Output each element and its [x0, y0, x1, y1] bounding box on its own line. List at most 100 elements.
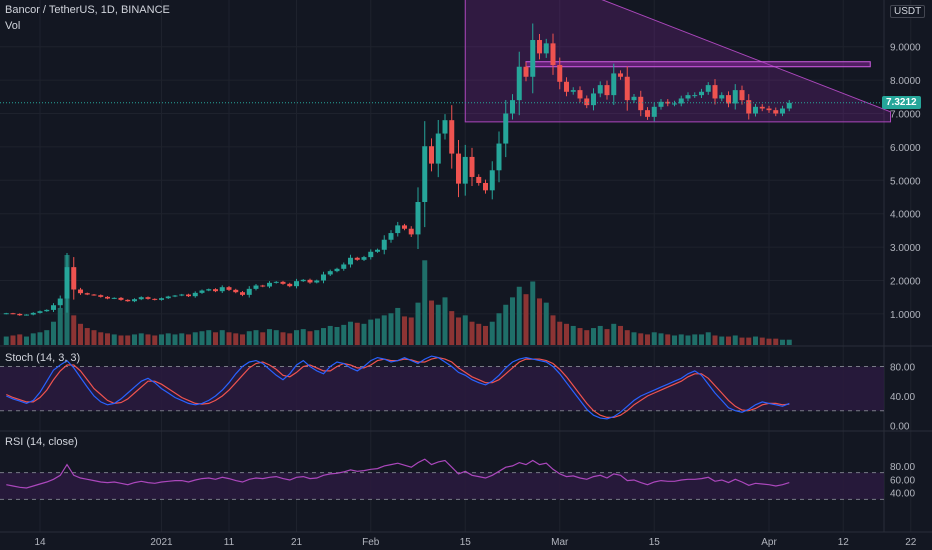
candle — [111, 297, 117, 300]
volume-bar — [658, 333, 664, 345]
rsi-label[interactable]: RSI (14, close) — [5, 436, 78, 448]
rsi-pane[interactable] — [0, 458, 884, 500]
candle-body — [699, 91, 704, 96]
volume-bar — [611, 323, 617, 345]
volume-bar — [638, 333, 644, 345]
price-tick-label: 9.0000 — [890, 43, 921, 54]
stoch-label[interactable]: Stoch (14, 3, 3) — [5, 352, 81, 364]
time-tick-label: 11 — [224, 537, 235, 548]
candle-body — [294, 281, 299, 287]
stoch-tick-label: 40.00 — [890, 392, 915, 403]
candle — [638, 90, 644, 117]
candle-body — [3, 313, 9, 315]
candle — [98, 294, 104, 298]
candle — [213, 288, 218, 293]
candle-body — [726, 95, 731, 104]
symbol-title[interactable]: Bancor / TetherUS, 1D, BINANCE — [5, 4, 170, 16]
candle-body — [24, 314, 29, 316]
stoch-pane[interactable] — [0, 355, 884, 420]
currency-unit-badge[interactable]: USDT — [890, 5, 926, 18]
currency-unit: USDT — [894, 6, 922, 17]
rsi-tick-label: 40.00 — [890, 489, 915, 500]
candle — [30, 312, 36, 316]
volume-bar — [300, 329, 306, 345]
volume-bar — [44, 330, 50, 345]
candle-body — [543, 43, 549, 54]
volume-bar — [732, 335, 738, 345]
candle-body — [179, 294, 185, 296]
candle-body — [456, 153, 461, 184]
volume-bar — [294, 330, 299, 345]
candle-body — [685, 95, 691, 99]
candle — [273, 281, 279, 284]
stoch-legend: Stoch (14, 3, 3) — [5, 352, 84, 364]
time-tick-label: Apr — [761, 537, 777, 548]
candle-body — [597, 85, 603, 94]
volume-bar — [753, 336, 758, 345]
volume-bar — [179, 333, 185, 345]
candle — [584, 95, 590, 109]
candle — [496, 131, 502, 183]
price-axis[interactable]: 9.0000 8.0000 7.0000 6.0000 5.0000 4.0000 3.00… — [890, 43, 921, 500]
volume-bar — [402, 316, 407, 345]
candle-body — [125, 299, 131, 302]
candle-body — [462, 156, 468, 184]
candle-body — [645, 110, 650, 117]
candle — [442, 114, 448, 140]
candle — [10, 312, 16, 315]
volume-bar — [726, 336, 731, 345]
volume-bar — [30, 333, 36, 345]
candle — [786, 100, 792, 112]
candle-body — [604, 85, 610, 96]
candle — [253, 284, 259, 291]
volume-bar — [354, 322, 360, 345]
candle — [489, 161, 495, 200]
volume-bar — [530, 281, 536, 345]
volume-bar — [577, 328, 583, 345]
volume-bar — [469, 321, 475, 345]
candle-body — [98, 295, 104, 297]
candle-body — [618, 73, 623, 77]
candle-body — [165, 296, 171, 299]
rsi-tick-label: 80.00 — [890, 462, 915, 473]
candle-body — [510, 100, 515, 114]
candle — [57, 295, 63, 309]
candle — [165, 295, 171, 299]
candle — [523, 62, 529, 82]
candle — [78, 287, 83, 295]
candle — [381, 235, 387, 255]
candle-body — [314, 280, 320, 283]
candle-body — [71, 267, 77, 290]
volume-bar — [267, 329, 272, 345]
candle-body — [753, 106, 758, 114]
volume-bar — [678, 334, 684, 345]
volume-bar — [321, 328, 326, 345]
volume-bar — [476, 323, 482, 345]
volume-bar — [564, 323, 569, 345]
candle — [280, 280, 286, 285]
candle-body — [591, 93, 596, 106]
candle-body — [84, 293, 90, 295]
candle-body — [321, 274, 326, 281]
volume-bar — [422, 260, 428, 345]
candle-body — [496, 143, 502, 171]
candle-body — [105, 296, 110, 299]
volume-legend: Vol — [5, 20, 24, 32]
price-pane[interactable] — [0, 0, 891, 345]
volume-bar — [699, 334, 704, 345]
volume-bar — [516, 286, 522, 345]
resistance-box[interactable] — [525, 61, 871, 68]
volume-bar — [105, 333, 110, 345]
volume-bar — [462, 315, 468, 345]
volume-label[interactable]: Vol — [5, 20, 21, 32]
volume-bar — [523, 294, 529, 345]
candle-body — [773, 110, 779, 114]
candle-body — [557, 65, 563, 82]
candle — [388, 230, 394, 243]
candle — [557, 57, 563, 90]
candle — [348, 254, 353, 268]
time-axis[interactable]: 14 2021 11 21 Feb 15 Mar 15 Apr 12 22 — [34, 537, 916, 548]
candle — [415, 187, 421, 249]
candle — [240, 290, 245, 297]
